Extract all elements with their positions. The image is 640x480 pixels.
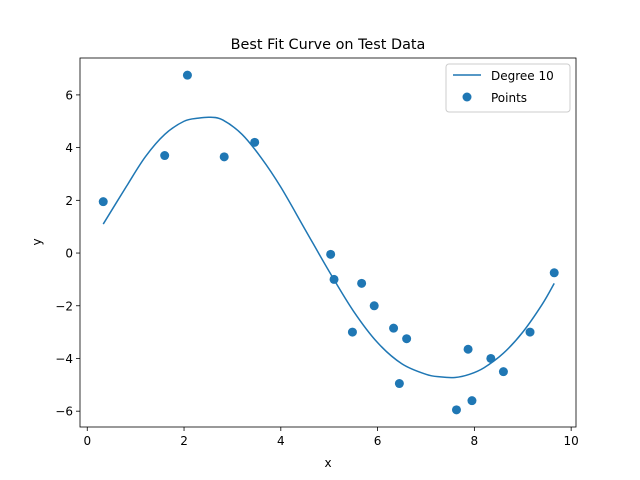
scatter-point — [467, 396, 477, 406]
x-tick-label: 2 — [180, 434, 188, 448]
scatter-point — [98, 197, 108, 207]
scatter-point — [451, 405, 461, 415]
y-tick-label: 6 — [65, 88, 73, 102]
fit-curve-line — [102, 116, 555, 379]
scatter-point — [357, 278, 367, 288]
scatter-point — [250, 137, 260, 147]
axes-frame — [79, 57, 577, 428]
legend: Degree 10 Points — [445, 63, 571, 113]
y-tick-label: 2 — [65, 194, 73, 208]
scatter-point — [549, 268, 559, 278]
x-tick-label: 10 — [564, 434, 579, 448]
y-axis: −6 −4 −2 0 2 4 6 — [55, 88, 80, 419]
scatter-point — [182, 70, 192, 80]
y-tick-label: 0 — [65, 247, 73, 261]
x-axis: 0 2 4 6 8 10 — [83, 427, 579, 448]
scatter-point — [498, 367, 508, 377]
x-tick-label: 6 — [374, 434, 382, 448]
x-tick-label: 4 — [277, 434, 285, 448]
legend-box — [445, 63, 571, 113]
y-tick-label: −4 — [55, 352, 73, 366]
y-axis-label: y — [30, 238, 44, 245]
plot-area — [98, 70, 559, 415]
scatter-point — [389, 323, 399, 333]
x-tick-label: 8 — [471, 434, 479, 448]
legend-label-line: Degree 10 — [491, 69, 554, 83]
scatter-point — [463, 344, 473, 354]
chart-title: Best Fit Curve on Test Data — [231, 37, 426, 53]
scatter-point — [219, 152, 229, 162]
scatter-point — [486, 353, 496, 363]
x-axis-label: x — [324, 456, 331, 470]
scatter-point — [369, 301, 379, 311]
legend-label-points: Points — [491, 91, 527, 105]
scatter-point — [402, 334, 412, 344]
y-tick-label: 4 — [65, 141, 73, 155]
scatter-point — [525, 327, 535, 337]
y-tick-label: −2 — [55, 299, 73, 313]
scatter-point — [326, 249, 336, 259]
legend-marker-swatch — [462, 92, 472, 102]
scatter-point — [329, 274, 339, 284]
y-tick-label: −6 — [55, 405, 73, 419]
scatter-point — [347, 327, 357, 337]
scatter-point — [394, 379, 404, 389]
x-tick-label: 0 — [83, 434, 91, 448]
scatter-point — [160, 151, 170, 161]
